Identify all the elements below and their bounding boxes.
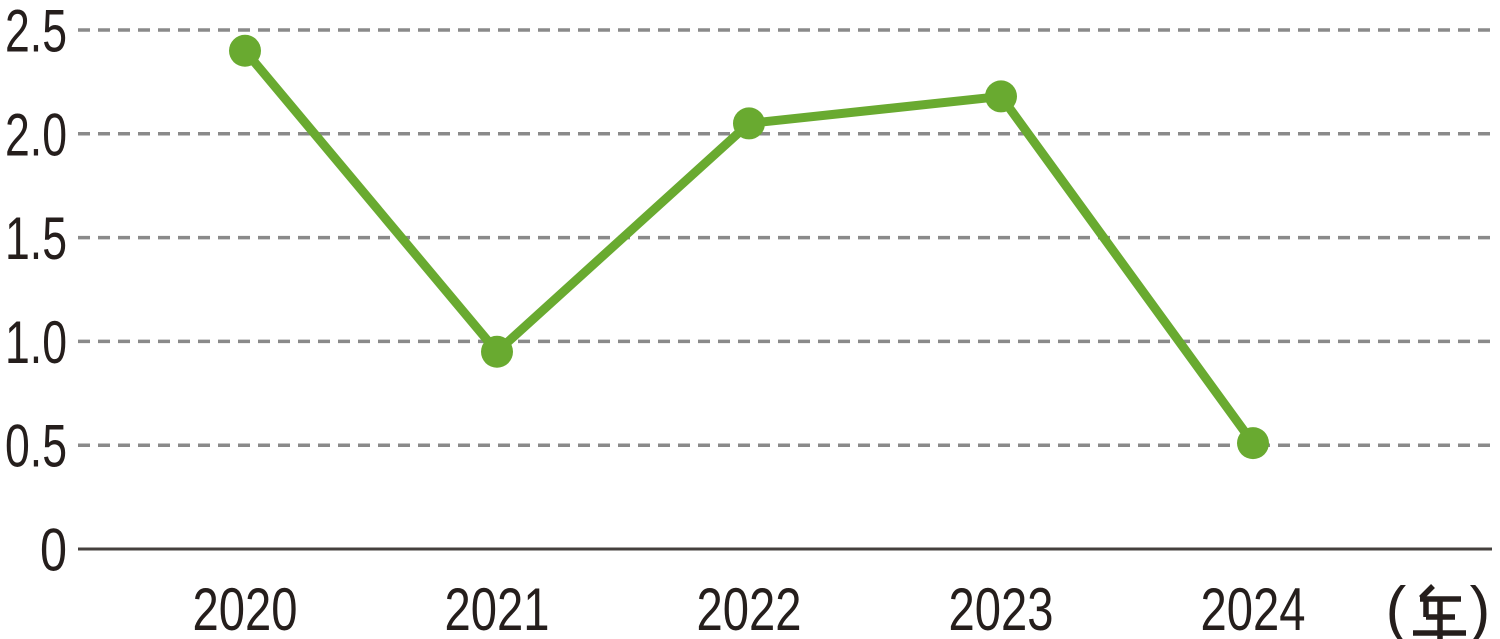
unit-paren-close: ) xyxy=(1470,575,1491,639)
y-tick-label: 1.0 xyxy=(5,309,67,376)
x-tick-label: 2024 xyxy=(1201,576,1306,639)
x-tick-label: 2022 xyxy=(697,576,802,639)
y-tick-label: 1.5 xyxy=(5,205,67,272)
y-tick-label: 2.0 xyxy=(5,101,67,168)
y-tick-label: 0 xyxy=(40,517,67,584)
unit-kanji-year xyxy=(1413,584,1466,639)
x-tick-label: 2023 xyxy=(949,576,1054,639)
data-point xyxy=(229,34,261,67)
x-tick-label: 2020 xyxy=(193,576,298,639)
data-point xyxy=(481,335,513,368)
data-point xyxy=(985,80,1017,113)
unit-paren-open: ( xyxy=(1386,575,1407,639)
x-tick-label: 2021 xyxy=(445,576,550,639)
y-tick-label: 0.5 xyxy=(5,413,67,480)
data-point xyxy=(733,107,765,140)
y-tick-label: 2.5 xyxy=(5,0,67,65)
unit-kanji-stroke xyxy=(1419,584,1435,600)
data-point xyxy=(1237,427,1269,460)
